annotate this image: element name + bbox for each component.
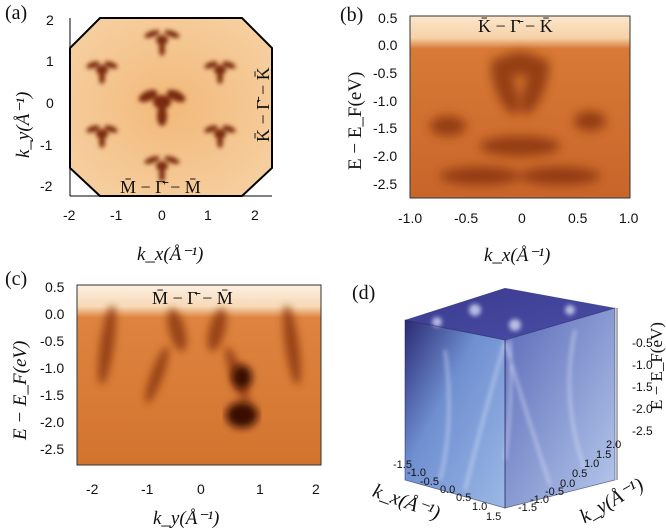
panel-d-xtick: -0.5: [420, 476, 439, 488]
panel-d-ztick: -1.0: [632, 358, 653, 372]
panel-c-xtick: -2: [86, 481, 99, 497]
panel-b-xtick: 0.5: [568, 210, 588, 226]
panel-a-xtick: -1: [110, 207, 123, 223]
panel-d-ytick: 2.0: [606, 439, 622, 451]
panel-d-xtick: 0.0: [440, 484, 456, 496]
panel-a-xtick: 0: [158, 207, 166, 223]
panel-d-ytick: 1.0: [584, 458, 600, 470]
panel-a-xtick: -2: [63, 207, 76, 223]
panel-a-ylabel: k_y(Å⁻¹): [13, 91, 34, 158]
panel-d-xtick: 0.5: [456, 492, 472, 504]
panel-d-ytick: -1.5: [518, 502, 537, 514]
panel-a-xtick: 1: [204, 207, 212, 223]
brillouin-zone-octagon: [69, 17, 273, 197]
panel-d-ytick: -0.5: [545, 486, 564, 498]
panel-c-ytick: -2.0: [40, 414, 65, 430]
panel-a-ytick: 0: [46, 95, 54, 111]
panel-d-ytick: 1.5: [596, 449, 612, 461]
panel-a-xtick: 2: [251, 207, 259, 223]
panel-c-xtick: -1: [141, 481, 154, 497]
panel-d-xtick: 1.5: [486, 511, 502, 523]
panel-c-ytick: -1.5: [40, 387, 65, 403]
panel-c-ytick: -0.5: [40, 333, 65, 349]
panel-b-xlabel: k_x(Å⁻¹): [484, 245, 551, 266]
panel-c-ytick: 0.0: [45, 306, 65, 322]
panel-a-path-horizontal: M̄ − Γ̄ − M̄: [120, 177, 201, 197]
panel-b-xtick: -0.5: [454, 210, 479, 226]
panel-b-xtick: 0: [518, 210, 526, 226]
panel-b-ytick: -2.0: [373, 148, 398, 164]
panel-c-xtick: 2: [312, 481, 320, 497]
panel-d-ztick: -2.5: [632, 424, 653, 438]
panel-a-path-vertical: K̄ − Γ̄ − K̄: [253, 67, 273, 142]
panel-d-label: (d): [352, 282, 376, 304]
panel-c-title: M̄ − Γ̄ − M̄: [152, 288, 233, 308]
panel-b-ytick: -1.5: [373, 120, 398, 136]
panel-c-ytick: -2.5: [40, 441, 65, 457]
panel-b-xtick: -1.0: [398, 210, 423, 226]
panel-c-ytick: -1.0: [40, 360, 65, 376]
panel-b-ytick: 0.0: [378, 37, 398, 53]
panel-a-ytick: -1: [40, 137, 53, 153]
panel-c-ytick: 0.5: [45, 279, 65, 295]
panel-a-label: (a): [5, 2, 28, 24]
panel-c-xlabel: k_y(Å⁻¹): [153, 508, 220, 529]
panel-b-ytick: -2.5: [373, 176, 398, 192]
panel-c-ylabel: E − E_F(eV): [10, 340, 31, 440]
panel-a-xlabel: k_x(Å⁻¹): [137, 244, 204, 265]
panel-d-zlabel: E − E_F(eV): [647, 322, 666, 410]
panel-b-xtick: 1.0: [619, 210, 639, 226]
panel-b-title: K̄ − Γ̄ − K̄: [478, 16, 553, 36]
band-structure-cube: [404, 288, 618, 509]
fermi-surface-map: [69, 17, 273, 197]
center-flower: [138, 89, 186, 126]
panel-c-label: (c): [5, 268, 28, 290]
panel-b-ytick: 0.5: [378, 10, 398, 26]
arpes-map-b: [409, 15, 631, 199]
panel-a-ytick: 1: [46, 53, 54, 69]
panel-d-xtick: -1.0: [407, 467, 426, 479]
panel-d-ytick: 0.0: [560, 478, 576, 490]
panel-d-ytick: -1.0: [530, 494, 549, 506]
panel-d-xtick: 1.0: [472, 501, 488, 513]
arpes-map-c: [76, 284, 322, 466]
panel-a-ytick: 2: [46, 12, 54, 28]
panel-b-label: (b): [340, 4, 364, 26]
panel-d-ztick: -2.0: [632, 402, 653, 416]
panel-c-xtick: 0: [197, 481, 205, 497]
panel-d-ytick: 0.5: [572, 468, 588, 480]
panel-d-xtick: -1.5: [393, 459, 412, 471]
panel-b-ylabel: E − E_F(eV): [345, 71, 366, 170]
panel-b-ytick: -1.0: [373, 93, 398, 109]
panel-a-ytick: -2: [40, 178, 53, 194]
panel-c-xtick: 1: [256, 481, 264, 497]
panel-b-ytick: -0.5: [373, 65, 398, 81]
panel-d-ztick: -0.5: [632, 336, 653, 350]
panel-d-ztick: -1.5: [632, 380, 653, 394]
